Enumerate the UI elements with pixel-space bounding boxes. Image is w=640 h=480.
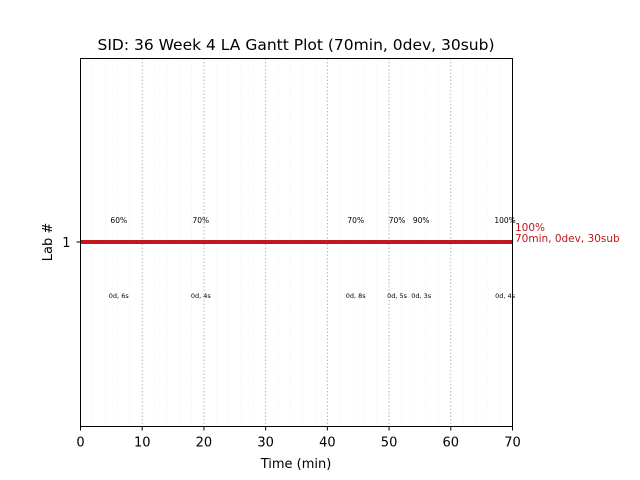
x-tick-label: 70 — [504, 436, 521, 451]
event-detail-label: 0d, 3s — [411, 292, 432, 300]
x-tick-label: 50 — [381, 436, 398, 451]
x-tick-label: 10 — [134, 436, 151, 451]
y-tick-label: 1 — [62, 236, 70, 251]
bar-label-percent: 100% — [515, 222, 545, 234]
x-tick-label: 40 — [319, 436, 336, 451]
x-tick-label: 20 — [196, 436, 213, 451]
event-detail-label: 0d, 4s — [495, 292, 516, 300]
x-axis-ticks: 0 10 20 30 40 50 60 70 — [76, 426, 521, 451]
event-score-label: 70% — [193, 216, 210, 225]
event-detail-label: 0d, 8s — [346, 292, 367, 300]
x-tick-label: 0 — [76, 436, 84, 451]
chart-title: SID: 36 Week 4 LA Gantt Plot (70min, 0de… — [97, 36, 494, 54]
event-detail-label: 0d, 4s — [191, 292, 212, 300]
x-axis-label: Time (min) — [260, 457, 332, 472]
event-score-label: 60% — [110, 216, 127, 225]
y-axis-label: Lab # — [41, 223, 56, 262]
event-score-label: 100% — [494, 216, 515, 225]
event-detail-label: 0d, 6s — [109, 292, 130, 300]
bar-label-summary: 70min, 0dev, 30sub — [515, 233, 620, 245]
event-score-label: 70% — [389, 216, 406, 225]
y-axis-ticks: 1 — [62, 236, 81, 251]
x-tick-label: 30 — [257, 436, 274, 451]
event-annotations: 60% 0d, 6s 70% 0d, 4s 70% 0d, 8s 70% 0d, 5s 90% 0… — [109, 216, 516, 300]
event-score-label: 90% — [413, 216, 430, 225]
x-tick-label: 60 — [443, 436, 460, 451]
event-score-label: 70% — [347, 216, 364, 225]
bar-summary-label: 100% 70min, 0dev, 30sub — [515, 222, 620, 245]
event-detail-label: 0d, 5s — [387, 292, 408, 300]
